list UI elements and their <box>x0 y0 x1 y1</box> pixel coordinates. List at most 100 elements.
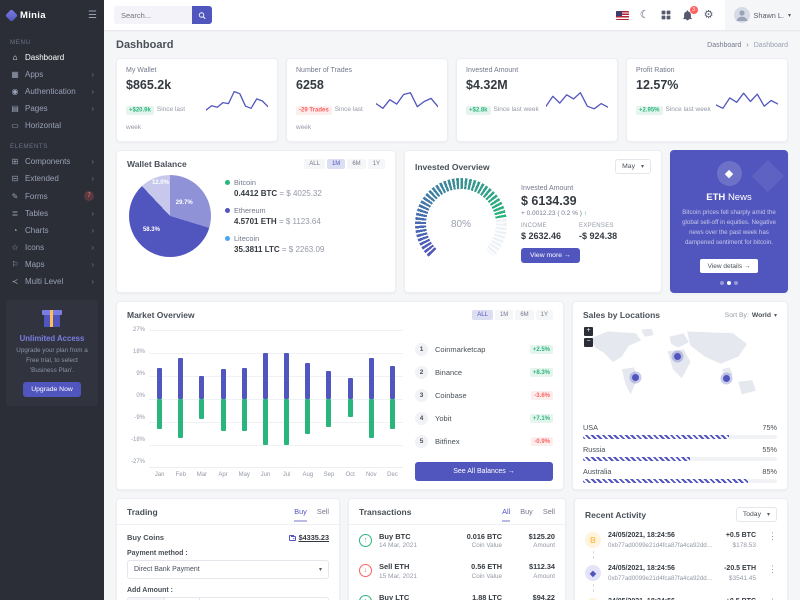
user-menu[interactable]: Shawn L. ▾ <box>724 0 800 30</box>
sidebar-item-icons[interactable]: ☆ Icons › <box>0 239 104 256</box>
see-all-balances-button[interactable]: See All Balances → <box>415 462 553 482</box>
activity-item[interactable]: ◆ 24/05/2021, 18:24:56 0xb77ad0099e21d4fc… <box>575 559 787 593</box>
sidebar-item-multi-level[interactable]: ≺ Multi Level › <box>0 273 104 290</box>
activity-item[interactable]: B 24/05/2021, 18:24:560xb77ad0099e21d4fc… <box>575 592 787 600</box>
bitcoin-icon: B <box>585 532 601 549</box>
sidebar-item-tables[interactable]: ≣ Tables › <box>0 205 104 222</box>
coin-select[interactable]: BTC▾ <box>165 598 201 600</box>
change-badge: +7.1% <box>529 414 553 424</box>
sidebar-item-authentication[interactable]: ◉ Authentication › <box>0 83 104 100</box>
pie-percent-label: 12.0% <box>151 179 169 186</box>
period-1y-button[interactable]: 1Y <box>367 159 385 169</box>
market-overview-card: Market Overview ALL 1M 6M 1Y 27% 18% 9% 0% -… <box>116 301 564 491</box>
zoom-in-button[interactable]: + <box>584 327 593 337</box>
wallet-legend: Bitcoin 0.4412 BTC = $ 4025.32 Ethereum … <box>225 178 383 254</box>
sidebar-item-components[interactable]: ⊞ Components › <box>0 153 104 170</box>
ethereum-icon: ◆ <box>585 565 601 582</box>
kebab-menu-icon[interactable]: ⋮ <box>768 564 777 575</box>
card-title: Transactions <box>359 507 412 518</box>
sidebar-item-apps[interactable]: ▦ Apps › <box>0 66 104 83</box>
carousel-dot[interactable] <box>734 281 738 286</box>
stat-change-badge: +$20.9k <box>126 105 154 115</box>
world-map-shape <box>590 328 756 395</box>
carousel-dot[interactable] <box>720 281 724 286</box>
sidebar-item-label: Icons <box>25 243 45 252</box>
language-flag-icon[interactable] <box>615 10 629 20</box>
change-badge: +8.3% <box>529 368 553 378</box>
trading-card: Trading Buy Sell Buy Coins $4335.23 <box>116 498 340 600</box>
wallet-amount-link[interactable]: $4335.23 <box>288 533 329 542</box>
list-item[interactable]: 1 Coinmarketcap +2.5% <box>415 338 553 361</box>
month-select[interactable]: May ▾ <box>615 159 651 174</box>
settings-gear-icon[interactable]: ⚙ <box>703 8 714 21</box>
amount-input[interactable] <box>200 598 328 600</box>
star-icon: ☆ <box>11 243 19 252</box>
promo-text: Upgrade your plan from a Free trial, to … <box>16 347 88 374</box>
hamburger-menu-icon[interactable]: ☰ <box>88 9 97 21</box>
sidebar-item-extended[interactable]: ⊟ Extended › <box>0 170 104 187</box>
period-all-button[interactable]: ALL <box>472 310 493 321</box>
sidebar-item-label: Tables <box>25 209 49 218</box>
period-6m-button[interactable]: 6M <box>347 159 366 169</box>
period-1m-button[interactable]: 1M <box>494 310 514 321</box>
transaction-row[interactable]: ↑ Buy LTC16 Mar, 2021 1.88 LTCCoin Value… <box>349 586 565 600</box>
card-title: Sales by Locations <box>583 310 660 321</box>
list-item[interactable]: 3 Coinbase -3.6% <box>415 384 553 407</box>
upgrade-now-button[interactable]: Upgrade Now <box>23 382 81 398</box>
sidebar-item-label: Multi Level <box>25 277 64 286</box>
user-icon: ◉ <box>11 87 19 96</box>
stat-card-number-of-trades: Number of Trades 6258 -29 Trades Since la… <box>286 58 448 142</box>
search-button[interactable] <box>192 6 212 24</box>
invested-overview-card: Invested Overview May ▾ 80% Invested Amou… <box>404 150 662 294</box>
tab-sell[interactable]: Sell <box>316 507 329 517</box>
sidebar-item-dashboard[interactable]: ⌂ Dashboard <box>0 49 104 66</box>
sort-by-select[interactable]: Sort By: World ▾ <box>724 311 777 319</box>
sidebar-item-forms[interactable]: ✎ Forms 7 <box>0 187 104 205</box>
recent-activity-card: Recent Activity Today ▾ B 24/05/2021, 18:… <box>574 498 788 600</box>
sidebar-item-maps[interactable]: ⚐ Maps › <box>0 256 104 273</box>
sidebar-item-horizontal[interactable]: ▭ Horizontal <box>0 117 104 134</box>
list-item[interactable]: 2 Binance +8.3% <box>415 361 553 384</box>
dark-mode-moon-icon[interactable]: ☾ <box>639 8 650 21</box>
map-marker <box>722 374 730 382</box>
sidebar-item-charts[interactable]: ◔ Charts › <box>0 222 104 239</box>
kebab-menu-icon[interactable]: ⋮ <box>768 598 777 600</box>
period-all-button[interactable]: ALL <box>304 159 325 169</box>
transaction-row[interactable]: ↑ Buy BTC 14 Mar, 2021 0.016 BTC Coin Valu… <box>349 525 565 556</box>
payment-method-select[interactable]: Direct Bank Payment ▾ <box>127 560 329 580</box>
chevron-down-icon: ▾ <box>773 312 777 319</box>
charts-row: Market Overview ALL 1M 6M 1Y 27% 18% 9% 0% -… <box>116 301 788 491</box>
sidebar-item-pages[interactable]: ▤ Pages › <box>0 100 104 117</box>
buy-coins-label: Buy Coins <box>127 533 165 543</box>
view-details-button[interactable]: View details → <box>699 259 759 274</box>
tab-buy[interactable]: Buy <box>294 507 307 522</box>
breadcrumb-root[interactable]: Dashboard <box>707 41 742 49</box>
range-select[interactable]: Today ▾ <box>735 507 777 523</box>
list-item[interactable]: 5 Bitfinex -0.9% <box>415 430 553 453</box>
search-input[interactable] <box>114 6 192 24</box>
notifications-bell-icon[interactable]: 3 <box>682 5 698 21</box>
tab-sell[interactable]: Sell <box>542 507 555 517</box>
period-1m-button[interactable]: 1M <box>326 159 346 169</box>
tab-all[interactable]: All <box>502 507 510 522</box>
box-icon: ⊟ <box>11 174 19 183</box>
list-item[interactable]: 4 Yobit +7.1% <box>415 407 553 430</box>
transaction-row[interactable]: ↓ Sell ETH 15 Mar, 2021 0.56 ETH Coin Valu… <box>349 556 565 587</box>
amount-addon: Amount <box>128 598 166 600</box>
period-1y-button[interactable]: 1Y <box>535 310 553 321</box>
zoom-out-button[interactable]: − <box>584 338 593 348</box>
carousel-dot[interactable] <box>727 281 731 286</box>
period-6m-button[interactable]: 6M <box>515 310 534 321</box>
view-more-button[interactable]: View more → <box>521 248 580 263</box>
buy-arrow-icon: ↑ <box>359 533 372 547</box>
y-axis-labels: 27% 18% 9% 0% -9% -18% -27% <box>130 327 145 466</box>
sidebar-section-elements: Elements <box>10 143 48 150</box>
chevron-right-icon: › <box>91 70 94 79</box>
tab-buy[interactable]: Buy <box>520 507 533 517</box>
stat-caption: Since last week <box>126 106 186 131</box>
stat-change-badge: -29 Trades <box>296 105 332 115</box>
kebab-menu-icon[interactable]: ⋮ <box>768 531 777 542</box>
gauge-value: 80% <box>450 218 471 230</box>
apps-grid-icon[interactable] <box>661 10 671 20</box>
